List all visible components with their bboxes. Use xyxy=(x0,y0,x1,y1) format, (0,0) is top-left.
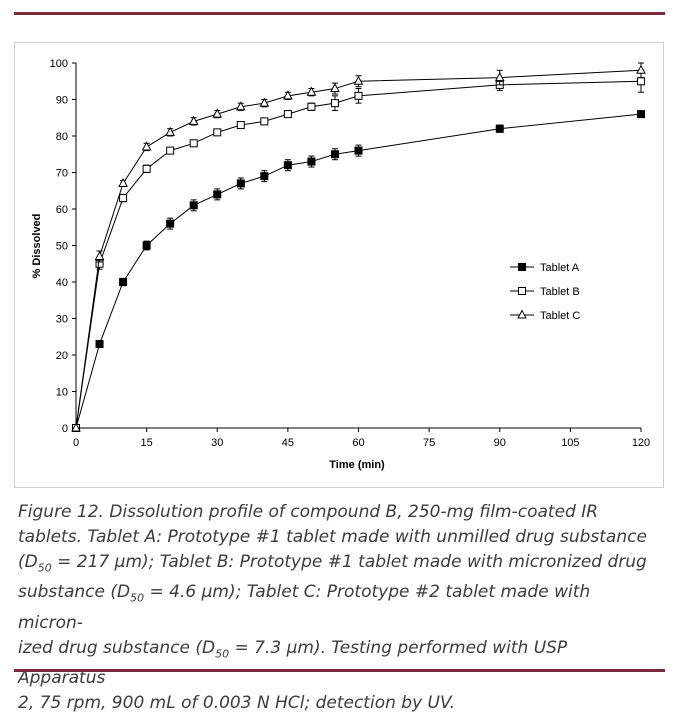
data-point xyxy=(142,241,151,250)
data-point xyxy=(166,146,175,155)
data-point xyxy=(119,278,128,286)
caption-sub-2: 50 xyxy=(130,591,145,605)
data-point xyxy=(354,146,363,155)
y-tick-label: 10 xyxy=(56,387,68,399)
legend-marker xyxy=(518,287,526,295)
legend-label: Tablet A xyxy=(540,262,580,274)
data-point xyxy=(235,101,246,111)
y-tick-label: 90 xyxy=(56,95,68,107)
caption-line-2: tablets. Tablet A: Prototype #1 tablet m… xyxy=(18,527,647,547)
data-point xyxy=(637,77,645,86)
caption-line-4b: = 4.6 µm); Tablet C: Prototype #2 tablet… xyxy=(18,582,591,633)
y-axis-label: % Dissolved xyxy=(31,214,43,279)
x-tick-label: 15 xyxy=(141,437,153,449)
data-point xyxy=(236,179,245,188)
caption-line-3b: = 217 µm); Tablet B: Prototype #1 tablet… xyxy=(51,552,647,572)
data-point xyxy=(353,75,364,85)
data-point xyxy=(71,422,81,432)
data-point xyxy=(118,177,128,187)
data-point xyxy=(141,141,152,151)
plot-frame xyxy=(14,42,664,488)
data-point xyxy=(212,108,223,118)
series-tablet-a xyxy=(72,110,645,432)
data-point xyxy=(189,139,198,148)
data-point xyxy=(260,117,269,126)
data-point xyxy=(95,340,104,349)
data-point xyxy=(188,115,199,125)
data-point xyxy=(119,194,128,203)
dissolution-chart: 0 10 20 30 40 50 60 70 80 90 100 0 15 30 45 60 75 90 105 12… xyxy=(31,58,651,471)
series-line xyxy=(75,80,642,429)
caption-sub-1: 50 xyxy=(37,561,52,575)
y-tick-label: 70 xyxy=(56,168,68,180)
series-tablet-c xyxy=(71,62,646,432)
data-point xyxy=(495,124,504,133)
x-tick-label: 105 xyxy=(561,437,579,449)
caption-line-3a: (D xyxy=(18,552,38,572)
data-point xyxy=(283,161,292,170)
bottom-rule xyxy=(14,669,665,672)
legend-marker xyxy=(518,263,526,271)
data-point xyxy=(259,97,270,107)
x-tick-label: 90 xyxy=(494,437,506,449)
data-point xyxy=(213,190,222,199)
legend: Tablet A Tablet B Tablet C xyxy=(510,262,580,322)
data-point xyxy=(283,90,293,100)
legend-entry: Tablet A xyxy=(510,262,580,274)
legend-entry: Tablet B xyxy=(510,286,580,298)
data-point xyxy=(636,64,646,74)
data-point xyxy=(189,201,198,210)
figure-caption: Figure 12. Dissolution profile of compou… xyxy=(18,500,658,716)
data-point xyxy=(307,157,316,166)
x-axis-label: Time (min) xyxy=(329,459,385,471)
x-tick-label: 0 xyxy=(73,437,79,449)
series-line xyxy=(75,69,642,429)
x-tick-label: 75 xyxy=(423,437,435,449)
data-point xyxy=(213,128,222,137)
legend-marker xyxy=(517,309,527,319)
y-tick-label: 20 xyxy=(56,350,68,362)
data-point xyxy=(260,172,269,181)
data-point xyxy=(330,99,339,108)
y-tick-label: 30 xyxy=(56,314,68,326)
data-point xyxy=(306,86,317,96)
data-point xyxy=(142,164,151,173)
x-tick-label: 45 xyxy=(282,437,294,449)
data-point xyxy=(307,102,316,111)
caption-line-1: Figure 12. Dissolution profile of compou… xyxy=(18,502,599,522)
caption-line-5b: = 7.3 µm). Testing performed with USP Ap… xyxy=(18,637,568,689)
x-tick-label: 60 xyxy=(352,437,364,449)
data-point xyxy=(354,91,363,100)
legend-label: Tablet C xyxy=(540,310,580,322)
caption-sub-3: 50 xyxy=(215,647,230,661)
data-point xyxy=(330,82,340,93)
data-point xyxy=(94,250,105,260)
axes: 0 10 20 30 40 50 60 70 80 90 100 0 15 30 45 60 75 90 105 12… xyxy=(50,58,651,449)
data-point xyxy=(283,110,292,119)
y-tick-label: 60 xyxy=(56,204,68,216)
caption-line-6: 2, 75 rpm, 900 mL of 0.003 N HCl; detect… xyxy=(18,693,456,714)
data-point xyxy=(637,110,645,119)
data-point xyxy=(166,219,175,228)
data-point xyxy=(236,121,245,130)
y-tick-label: 80 xyxy=(56,131,68,143)
legend-label: Tablet B xyxy=(540,286,580,298)
y-tick-label: 0 xyxy=(62,423,68,435)
data-point xyxy=(165,126,176,136)
data-point xyxy=(494,72,505,82)
y-tick-label: 40 xyxy=(56,277,68,289)
series-tablet-b xyxy=(72,69,645,432)
legend-entry: Tablet C xyxy=(510,309,580,322)
caption-line-5a: ized drug substance (D xyxy=(18,637,216,658)
top-rule xyxy=(14,12,665,15)
caption-line-4a: substance (D xyxy=(18,582,131,603)
y-tick-label: 100 xyxy=(50,58,68,70)
x-tick-label: 120 xyxy=(632,437,650,449)
x-tick-label: 30 xyxy=(211,437,223,449)
data-point xyxy=(330,150,339,159)
y-tick-label: 50 xyxy=(56,241,68,253)
series-layer xyxy=(71,62,646,432)
